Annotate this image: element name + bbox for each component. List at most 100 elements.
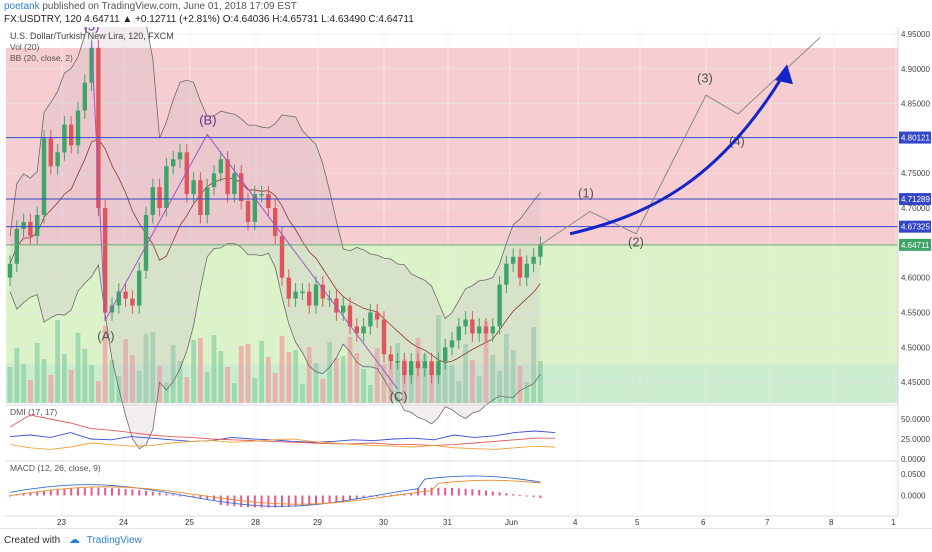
volume-bar (21, 364, 26, 403)
volume-bar (55, 320, 60, 403)
macd-histogram-bar (213, 495, 215, 500)
candle-body (456, 326, 461, 341)
macd-histogram-bar (43, 490, 45, 496)
candle-body (524, 263, 529, 278)
macd-histogram-bar (111, 488, 113, 496)
price-tick: 4.95000 (901, 30, 930, 39)
macd-histogram-bar (485, 490, 487, 496)
candle-body (497, 284, 502, 327)
dmi-tick: 25.0000 (901, 435, 930, 444)
level-price-label: 4.80121 (901, 134, 930, 143)
volume-bar (395, 343, 400, 403)
candle-body (164, 166, 169, 209)
candle-body (517, 256, 523, 278)
volume-bar (102, 326, 108, 403)
price-tick: 4.75000 (901, 169, 930, 178)
candle-body (123, 291, 128, 299)
candle-body (41, 138, 47, 215)
price-tick: 4.85000 (901, 100, 930, 109)
macd-histogram-bar (383, 495, 385, 497)
candle-body (490, 326, 495, 334)
candle-body (470, 319, 475, 334)
trend-arrow (569, 71, 787, 236)
macd-histogram-bar (226, 495, 229, 506)
volume-bar (41, 359, 47, 403)
candle-body (28, 221, 33, 236)
macd-histogram-bar (389, 494, 392, 496)
macd-histogram-bar (464, 488, 467, 496)
volume-bar (347, 337, 353, 403)
macd-histogram-bar (301, 495, 304, 506)
price-tick: 4.55000 (901, 308, 930, 317)
volume-bar (198, 338, 203, 403)
x-tick-label: 24 (119, 518, 128, 527)
x-tick-label: 25 (185, 518, 194, 527)
macd-histogram-bar (253, 495, 256, 508)
macd-histogram-bar (131, 489, 134, 496)
macd-histogram-bar (328, 495, 331, 503)
candle-body (171, 159, 176, 167)
candle-body (511, 256, 516, 264)
volume-bar (449, 365, 455, 403)
macd-histogram-bar (294, 495, 297, 507)
macd-line (9, 475, 541, 507)
candle-body (286, 277, 291, 299)
macd-histogram-bar (63, 488, 66, 496)
pattern-zigzag (91, 42, 399, 390)
macd-histogram-bar (240, 495, 243, 507)
level-price-tag (899, 131, 931, 144)
candle-body (361, 326, 366, 334)
author-link[interactable]: poetank (4, 1, 40, 12)
macd-histogram-bar (192, 495, 195, 498)
level-price-label: 4.67325 (901, 223, 930, 232)
volume-bar (490, 355, 496, 403)
macd-histogram-bar (457, 488, 460, 496)
candle-body (157, 187, 162, 209)
x-tick-label: 8 (829, 518, 834, 527)
volume-bar (388, 362, 394, 403)
macd-histogram-bar (233, 495, 236, 507)
candle-body (347, 305, 353, 327)
candle-body (130, 298, 135, 306)
tradingview-brand-link[interactable]: TradingView (86, 535, 142, 546)
volume-bar (381, 364, 387, 403)
candle-body (191, 180, 196, 195)
macd-histogram-bar (525, 495, 528, 497)
macd-histogram-bar (437, 487, 440, 496)
macd-histogram-bar (219, 495, 222, 506)
macd-histogram-bar (539, 495, 542, 498)
created-with-text: Created with (4, 535, 61, 546)
macd-histogram-bar (145, 490, 147, 496)
macd-histogram-bar (15, 494, 18, 496)
volume-bar (130, 355, 135, 403)
candle-body (35, 215, 40, 236)
macd-histogram-bar (267, 495, 270, 508)
macd-histogram-bar (56, 489, 59, 496)
projection-path (540, 37, 821, 246)
candle-body (103, 208, 108, 313)
candle-body (443, 347, 448, 362)
volume-bar (279, 336, 285, 403)
volume-bar (272, 373, 278, 403)
volume-bar (62, 354, 67, 403)
x-tick-label: 4 (573, 518, 578, 527)
macd-histogram-bar (29, 492, 32, 496)
candle-body (388, 354, 393, 362)
candle-body (82, 82, 87, 111)
price-tick: 4.50000 (901, 343, 930, 352)
volume-bar (313, 363, 319, 403)
volume-bar (368, 385, 373, 403)
volume-bar (218, 351, 224, 403)
volume-bar (293, 350, 298, 403)
volume-bar (497, 371, 502, 403)
price-chart[interactable]: (5)(B)(A)(C)(1)(2)(3)(4)(5)U.S. Dollar/T… (0, 27, 932, 527)
x-tick-label: 30 (379, 518, 388, 527)
volume-bar (429, 370, 434, 403)
candle-body (211, 173, 217, 188)
x-tick-label: 6 (701, 518, 706, 527)
volume-bar (232, 383, 237, 403)
volume-bar (170, 345, 176, 403)
macd-histogram-bar (97, 487, 100, 496)
candle-body (205, 187, 210, 215)
macd-histogram-bar (355, 495, 358, 500)
